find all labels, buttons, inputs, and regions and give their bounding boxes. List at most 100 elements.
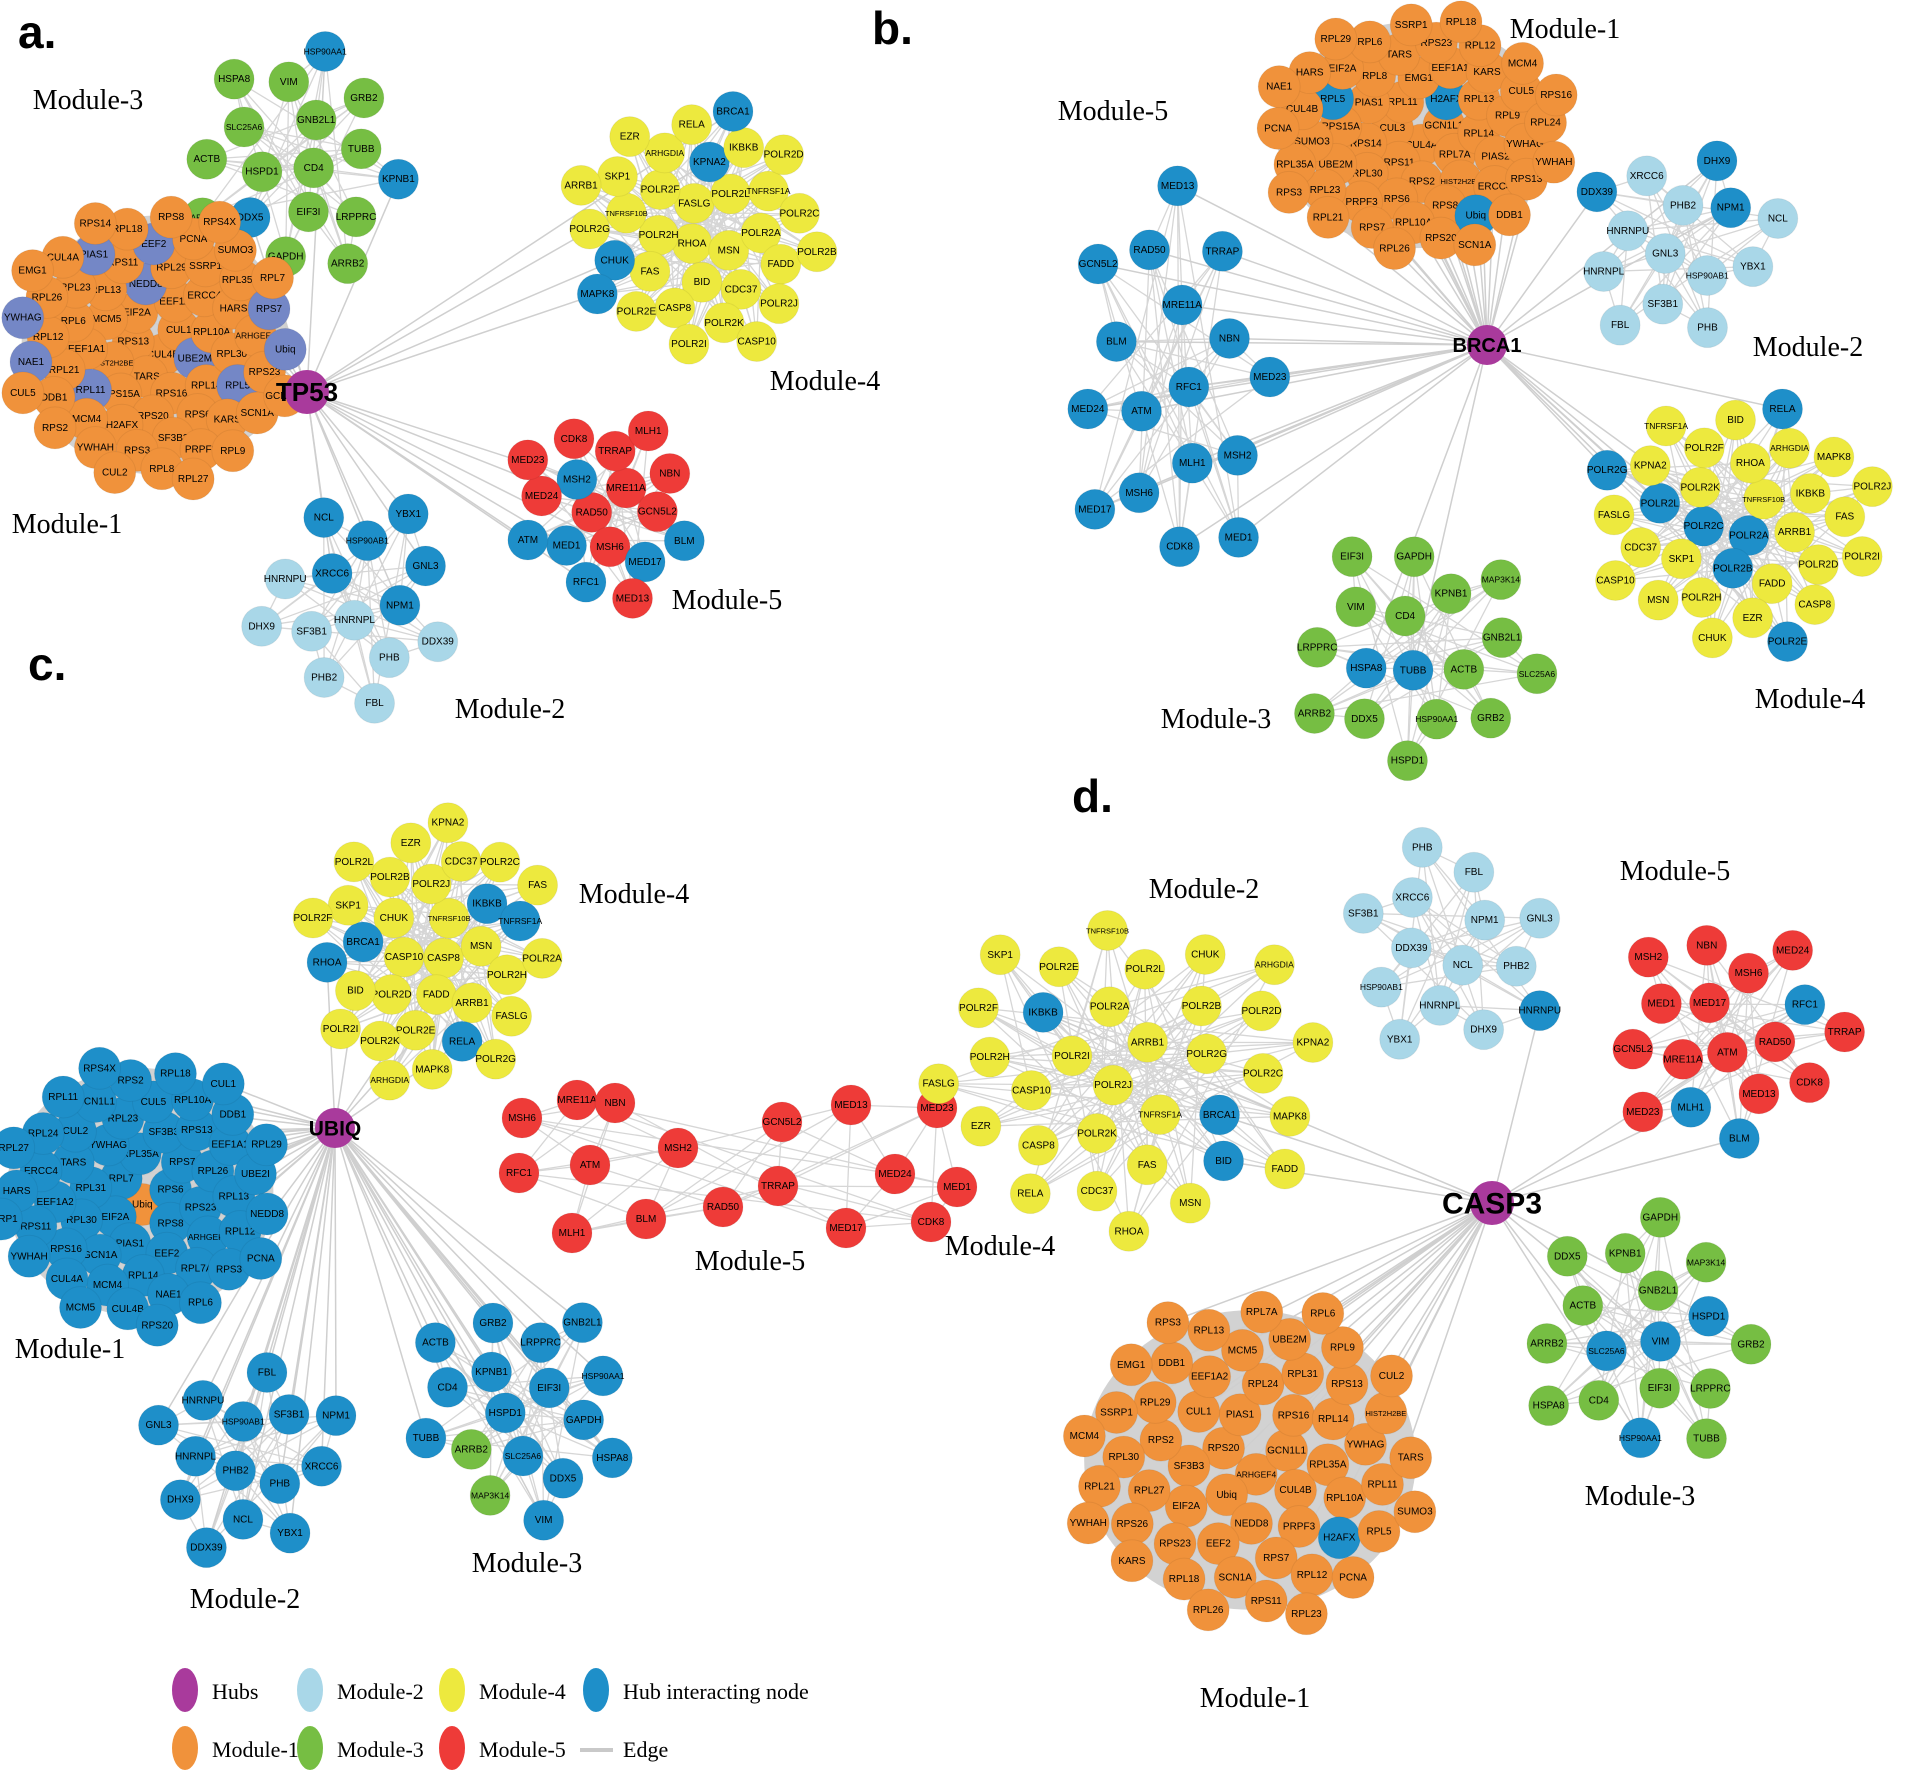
node-RPL31[interactable]: RPL31 xyxy=(1281,1352,1325,1396)
node-XRCC6[interactable]: XRCC6 xyxy=(1391,876,1433,918)
node-MLH1[interactable]: MLH1 xyxy=(551,1212,593,1254)
node-NEDD8[interactable]: NEDD8 xyxy=(245,1192,289,1236)
node-MED17[interactable]: MED17 xyxy=(624,541,666,583)
node-RAD50[interactable]: RAD50 xyxy=(1129,229,1171,271)
node-NPM1[interactable]: NPM1 xyxy=(315,1395,357,1437)
node-KPNB1[interactable]: KPNB1 xyxy=(471,1351,513,1393)
node-MCM5[interactable]: MCM5 xyxy=(59,1285,103,1329)
node-GNL3[interactable]: GNL3 xyxy=(1519,897,1561,939)
node-POLR2L[interactable]: POLR2L xyxy=(1639,482,1681,524)
node-ARHGDIA[interactable]: ARHGDIA xyxy=(1769,427,1811,469)
node-MAP3K14[interactable]: MAP3K14 xyxy=(469,1474,511,1516)
node-ACTB[interactable]: ACTB xyxy=(1443,648,1485,690)
node-KPNA2[interactable]: KPNA2 xyxy=(688,141,730,183)
node-RPL27[interactable]: RPL27 xyxy=(171,457,215,501)
node-EEF1A2[interactable]: EEF1A2 xyxy=(1188,1355,1232,1399)
node-EIF3I[interactable]: EIF3I xyxy=(1331,536,1373,578)
node-DDX5[interactable]: DDX5 xyxy=(1343,698,1385,740)
node-NCL[interactable]: NCL xyxy=(222,1498,264,1540)
node-RPS16[interactable]: RPS16 xyxy=(1272,1393,1316,1437)
node-FAS[interactable]: FAS xyxy=(629,250,671,292)
node-HSPD1[interactable]: HSPD1 xyxy=(484,1392,526,1434)
node-BRCA1[interactable]: BRCA1 xyxy=(712,90,754,132)
node-TRRAP[interactable]: TRRAP xyxy=(594,430,636,472)
node-CD4[interactable]: CD4 xyxy=(1578,1379,1620,1421)
node-RPS4X[interactable]: RPS4X xyxy=(198,200,242,244)
node-MAPK8[interactable]: MAPK8 xyxy=(411,1048,453,1090)
node-PCNA[interactable]: PCNA xyxy=(1331,1555,1375,1599)
node-GRB2[interactable]: GRB2 xyxy=(1470,697,1512,739)
node-MED1[interactable]: MED1 xyxy=(546,525,588,567)
node-VIM[interactable]: VIM xyxy=(523,1499,565,1541)
node-KARS[interactable]: KARS xyxy=(1110,1539,1154,1583)
node-CUL2[interactable]: CUL2 xyxy=(1370,1354,1414,1398)
node-PHB[interactable]: PHB xyxy=(368,637,410,679)
node-MED24[interactable]: MED24 xyxy=(1067,388,1109,430)
node-RPL10A[interactable]: RPL10A xyxy=(1323,1476,1367,1520)
node-CASP8[interactable]: CASP8 xyxy=(1794,584,1836,626)
node-DDX39[interactable]: DDX39 xyxy=(185,1527,227,1569)
node-POLR2I[interactable]: POLR2I xyxy=(668,323,710,365)
node-LRPPRC[interactable]: LRPPRC xyxy=(335,196,377,238)
node-POLR2D[interactable]: POLR2D xyxy=(763,134,805,176)
node-POLR2E[interactable]: POLR2E xyxy=(615,290,657,332)
node-MSH6[interactable]: MSH6 xyxy=(1727,952,1769,994)
node-CD4[interactable]: CD4 xyxy=(427,1366,469,1408)
node-RPL12[interactable]: RPL12 xyxy=(1290,1553,1334,1597)
node-CUL2[interactable]: CUL2 xyxy=(93,451,137,495)
node-MED24[interactable]: MED24 xyxy=(1772,929,1814,971)
node-FBL[interactable]: FBL xyxy=(1453,851,1495,893)
node-POLR2F[interactable]: POLR2F xyxy=(1683,427,1725,469)
node-TNFRSF10B[interactable]: TNFRSF10B xyxy=(428,897,471,939)
node-VIM[interactable]: VIM xyxy=(1335,586,1377,628)
node-HNRNPL[interactable]: HNRNPL xyxy=(1583,251,1625,293)
hub-CASP3[interactable]: CASP3 xyxy=(1442,1181,1542,1225)
node-ATM[interactable]: ATM xyxy=(569,1144,611,1186)
node-HSP90AB1[interactable]: HSP90AB1 xyxy=(1686,255,1729,297)
node-GCN5L2[interactable]: GCN5L2 xyxy=(761,1101,803,1143)
node-RPL7A[interactable]: RPL7A xyxy=(1240,1290,1284,1334)
node-RPL30[interactable]: RPL30 xyxy=(1102,1435,1146,1479)
node-MSH2[interactable]: MSH2 xyxy=(1217,434,1259,476)
node-PHB2[interactable]: PHB2 xyxy=(215,1450,257,1492)
node-YBX1[interactable]: YBX1 xyxy=(1732,246,1774,288)
node-VIM[interactable]: VIM xyxy=(1639,1320,1681,1362)
node-HSPD1[interactable]: HSPD1 xyxy=(1386,740,1428,782)
node-CUL5[interactable]: CUL5 xyxy=(1,371,45,415)
node-KPNB1[interactable]: KPNB1 xyxy=(377,158,419,200)
node-NBN[interactable]: NBN xyxy=(594,1082,636,1124)
node-RPL13[interactable]: RPL13 xyxy=(1187,1308,1231,1352)
node-HSPD1[interactable]: HSPD1 xyxy=(1688,1295,1730,1337)
node-POLR2L[interactable]: POLR2L xyxy=(333,841,375,883)
node-FADD[interactable]: FADD xyxy=(760,243,802,285)
node-ARRB1[interactable]: ARRB1 xyxy=(560,164,602,206)
node-MSH6[interactable]: MSH6 xyxy=(1118,472,1160,514)
node-BID[interactable]: BID xyxy=(1203,1140,1245,1182)
node-GCN5L2[interactable]: GCN5L2 xyxy=(1077,243,1119,285)
node-FASLG[interactable]: FASLG xyxy=(1593,494,1635,536)
node-YBX1[interactable]: YBX1 xyxy=(387,493,429,535)
node-HSP90AB1[interactable]: HSP90AB1 xyxy=(346,520,389,562)
node-RPL7[interactable]: RPL7 xyxy=(251,256,295,300)
node-RAD50[interactable]: RAD50 xyxy=(1754,1021,1796,1063)
node-YBX1[interactable]: YBX1 xyxy=(1379,1018,1421,1060)
node-RELA[interactable]: RELA xyxy=(1009,1173,1051,1215)
node-KPNB1[interactable]: KPNB1 xyxy=(1430,573,1472,615)
node-RPS2[interactable]: RPS2 xyxy=(33,406,77,450)
node-RFC1[interactable]: RFC1 xyxy=(565,561,607,603)
node-DHX9[interactable]: DHX9 xyxy=(159,1479,201,1521)
node-CHUK[interactable]: CHUK xyxy=(1184,933,1226,975)
node-HSPA8[interactable]: HSPA8 xyxy=(1528,1385,1570,1427)
node-ARRB2[interactable]: ARRB2 xyxy=(1526,1323,1568,1365)
node-DDX5[interactable]: DDX5 xyxy=(542,1457,584,1499)
node-RPL11[interactable]: RPL11 xyxy=(41,1075,85,1119)
node-KPNA2[interactable]: KPNA2 xyxy=(1292,1022,1334,1064)
node-NAE1[interactable]: NAE1 xyxy=(1257,65,1301,109)
node-POLR2C[interactable]: POLR2C xyxy=(1242,1052,1284,1094)
node-POLR2E[interactable]: POLR2E xyxy=(1766,621,1808,663)
node-CASP8[interactable]: CASP8 xyxy=(1017,1124,1059,1166)
node-MED24[interactable]: MED24 xyxy=(521,475,563,517)
node-HNRNPL[interactable]: HNRNPL xyxy=(1419,984,1461,1026)
node-XRCC6[interactable]: XRCC6 xyxy=(1626,155,1668,197)
node-DDX39[interactable]: DDX39 xyxy=(1576,171,1618,213)
